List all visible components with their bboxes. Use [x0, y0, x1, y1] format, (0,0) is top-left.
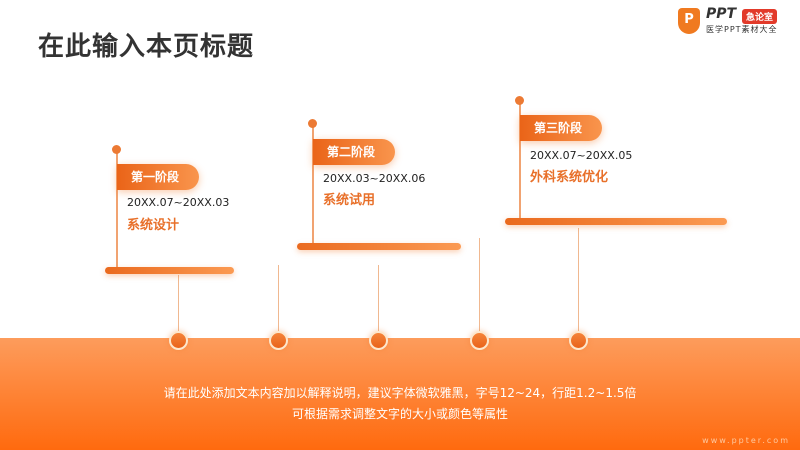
stage-label: 第三阶段: [520, 115, 602, 141]
stage-date: 20XX.03~20XX.06: [323, 172, 426, 185]
timeline-node: [169, 331, 188, 350]
page-title: 在此输入本页标题: [38, 32, 255, 62]
stage-pole: [519, 101, 521, 219]
description-line: 可根据需求调整文字的大小或颜色等属性: [291, 407, 508, 421]
stage-pin: [308, 119, 317, 128]
stage-pin: [112, 145, 121, 154]
stage-label: 第二阶段: [313, 139, 395, 165]
connector-line: [378, 265, 379, 335]
shield-icon: P: [678, 8, 700, 34]
connector-line: [479, 238, 480, 335]
timeline-node: [470, 331, 489, 350]
stage-bar: [297, 243, 461, 250]
stage-bar: [505, 218, 727, 225]
connector-line: [278, 265, 279, 335]
stage-pole: [312, 124, 314, 244]
stage-pin: [515, 96, 524, 105]
stage-name: 系统试用: [323, 193, 376, 208]
timeline-node: [269, 331, 288, 350]
stage-date: 20XX.07~20XX.03: [127, 196, 230, 209]
logo: P PPT 急论室 医学PPT素材大全: [678, 6, 796, 38]
stage-label: 第一阶段: [117, 164, 199, 190]
stage-name: 外科系统优化: [530, 170, 609, 185]
connector-line: [578, 228, 579, 335]
watermark: www.ppter.com: [702, 436, 790, 445]
logo-badge: 急论室: [742, 9, 778, 24]
footer-band: [0, 338, 800, 450]
description-line: 请在此处添加文本内容加以解释说明，建议字体微软雅黑，字号12~24，行距1.2~…: [163, 386, 637, 400]
logo-brand: PPT: [706, 6, 737, 22]
timeline-node: [369, 331, 388, 350]
stage-name: 系统设计: [127, 218, 180, 233]
stage-date: 20XX.07~20XX.05: [530, 149, 633, 162]
timeline-node: [569, 331, 588, 350]
stage-bar: [105, 267, 234, 274]
logo-tagline: 医学PPT素材大全: [706, 25, 778, 34]
stage-pole: [116, 150, 118, 270]
connector-line: [178, 275, 179, 335]
